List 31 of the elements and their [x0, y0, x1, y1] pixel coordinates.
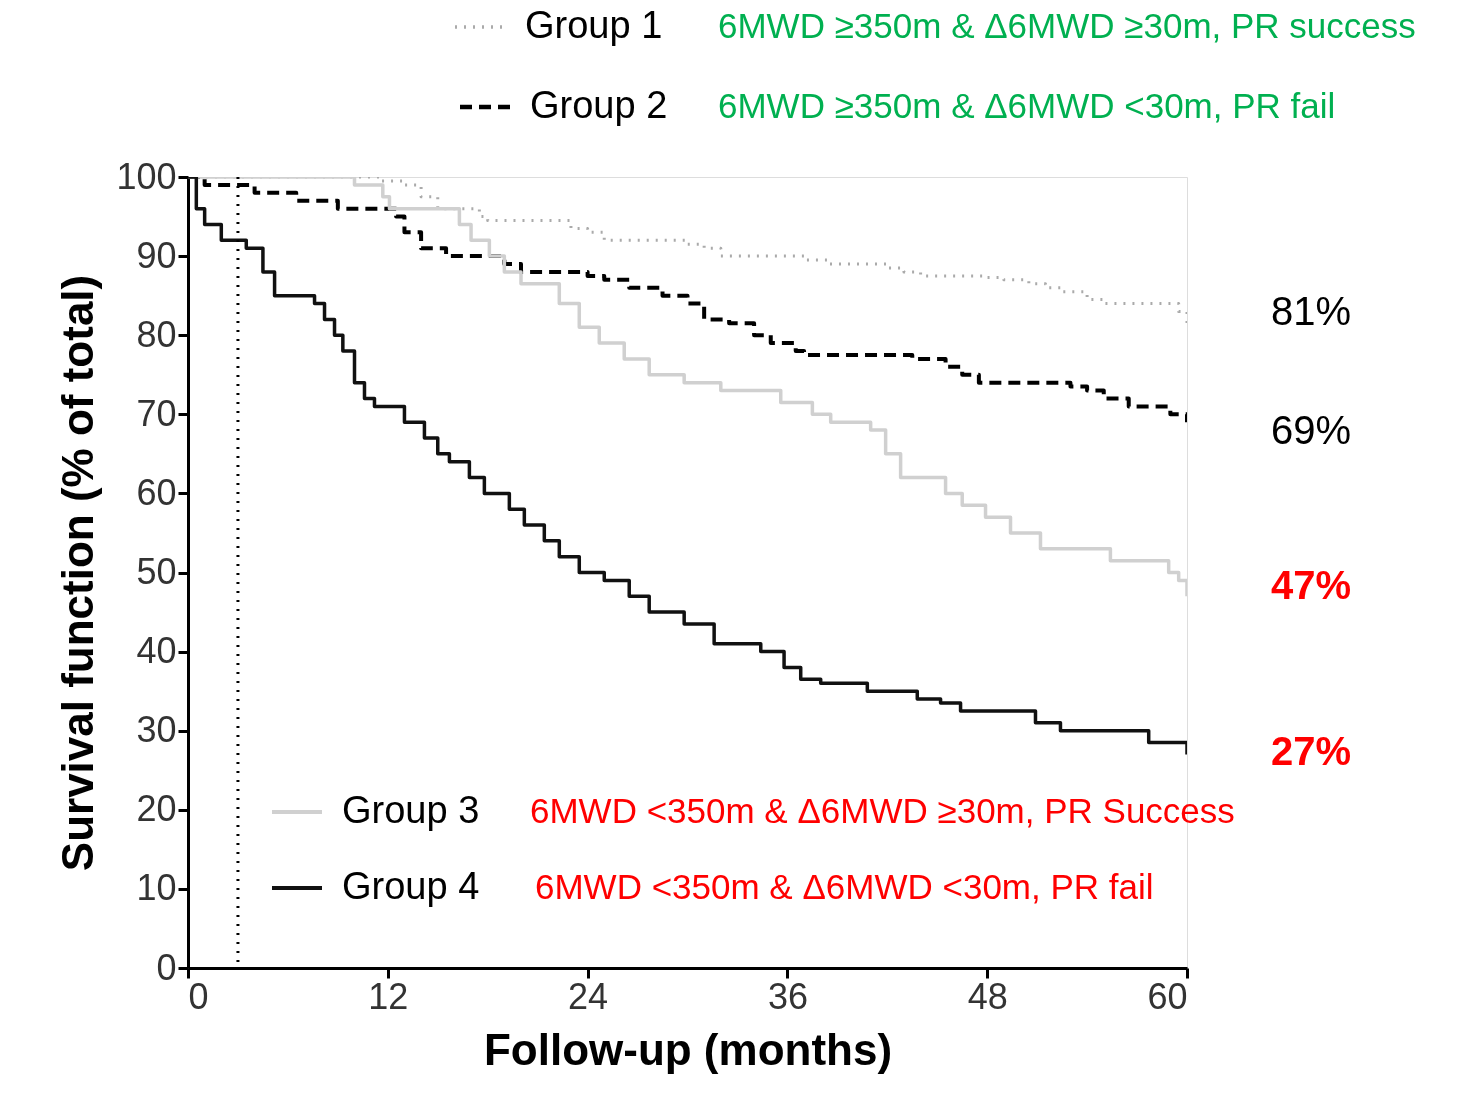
- y-tick-label: 50: [136, 551, 177, 592]
- y-tick-label: 0: [156, 946, 177, 988]
- legend-label: Group 4: [342, 865, 480, 907]
- x-tick-label: 36: [767, 975, 808, 1017]
- x-axis-title: Follow-up (months): [483, 1024, 893, 1074]
- y-tick-label: 60: [136, 471, 177, 513]
- legend-label: Group 2: [530, 84, 668, 126]
- text: 6MWD ≥350m & Δ6MWD ≥30m, PR success: [718, 6, 1416, 45]
- y-tick-label: 80: [136, 313, 177, 355]
- y-tick-label: 100: [116, 155, 177, 197]
- x-tick-label: 60: [1147, 975, 1188, 1017]
- y-tick-label: 20: [136, 788, 177, 830]
- text: 69%: [1271, 408, 1352, 452]
- y-tick-label: 10: [136, 867, 177, 909]
- x-tick-label: 0: [188, 975, 209, 1017]
- annotation: 6MWD <350m & Δ6MWD <30m, PR fail: [535, 867, 1154, 906]
- annotation: 6MWD <350m & Δ6MWD ≥30m, PR Success: [530, 791, 1235, 830]
- y-tick-label: 30: [136, 709, 177, 751]
- text: 6MWD ≥350m & Δ6MWD <30m, PR fail: [718, 86, 1336, 125]
- legend-label: Group 1: [525, 4, 663, 46]
- x-tick-label: 24: [568, 975, 609, 1017]
- y-tick-label: 40: [136, 630, 177, 672]
- text: 81%: [1271, 289, 1352, 333]
- x-tick-label: 48: [967, 975, 1008, 1017]
- y-axis-title: Survival function (% of total): [53, 274, 103, 872]
- x-tick-label: 12: [368, 975, 409, 1017]
- legend-label: Group 3: [342, 789, 480, 831]
- text: 27%: [1271, 729, 1352, 773]
- y-tick-label: 90: [136, 234, 177, 276]
- text: 47%: [1271, 563, 1352, 607]
- y-tick-label: 70: [136, 392, 177, 434]
